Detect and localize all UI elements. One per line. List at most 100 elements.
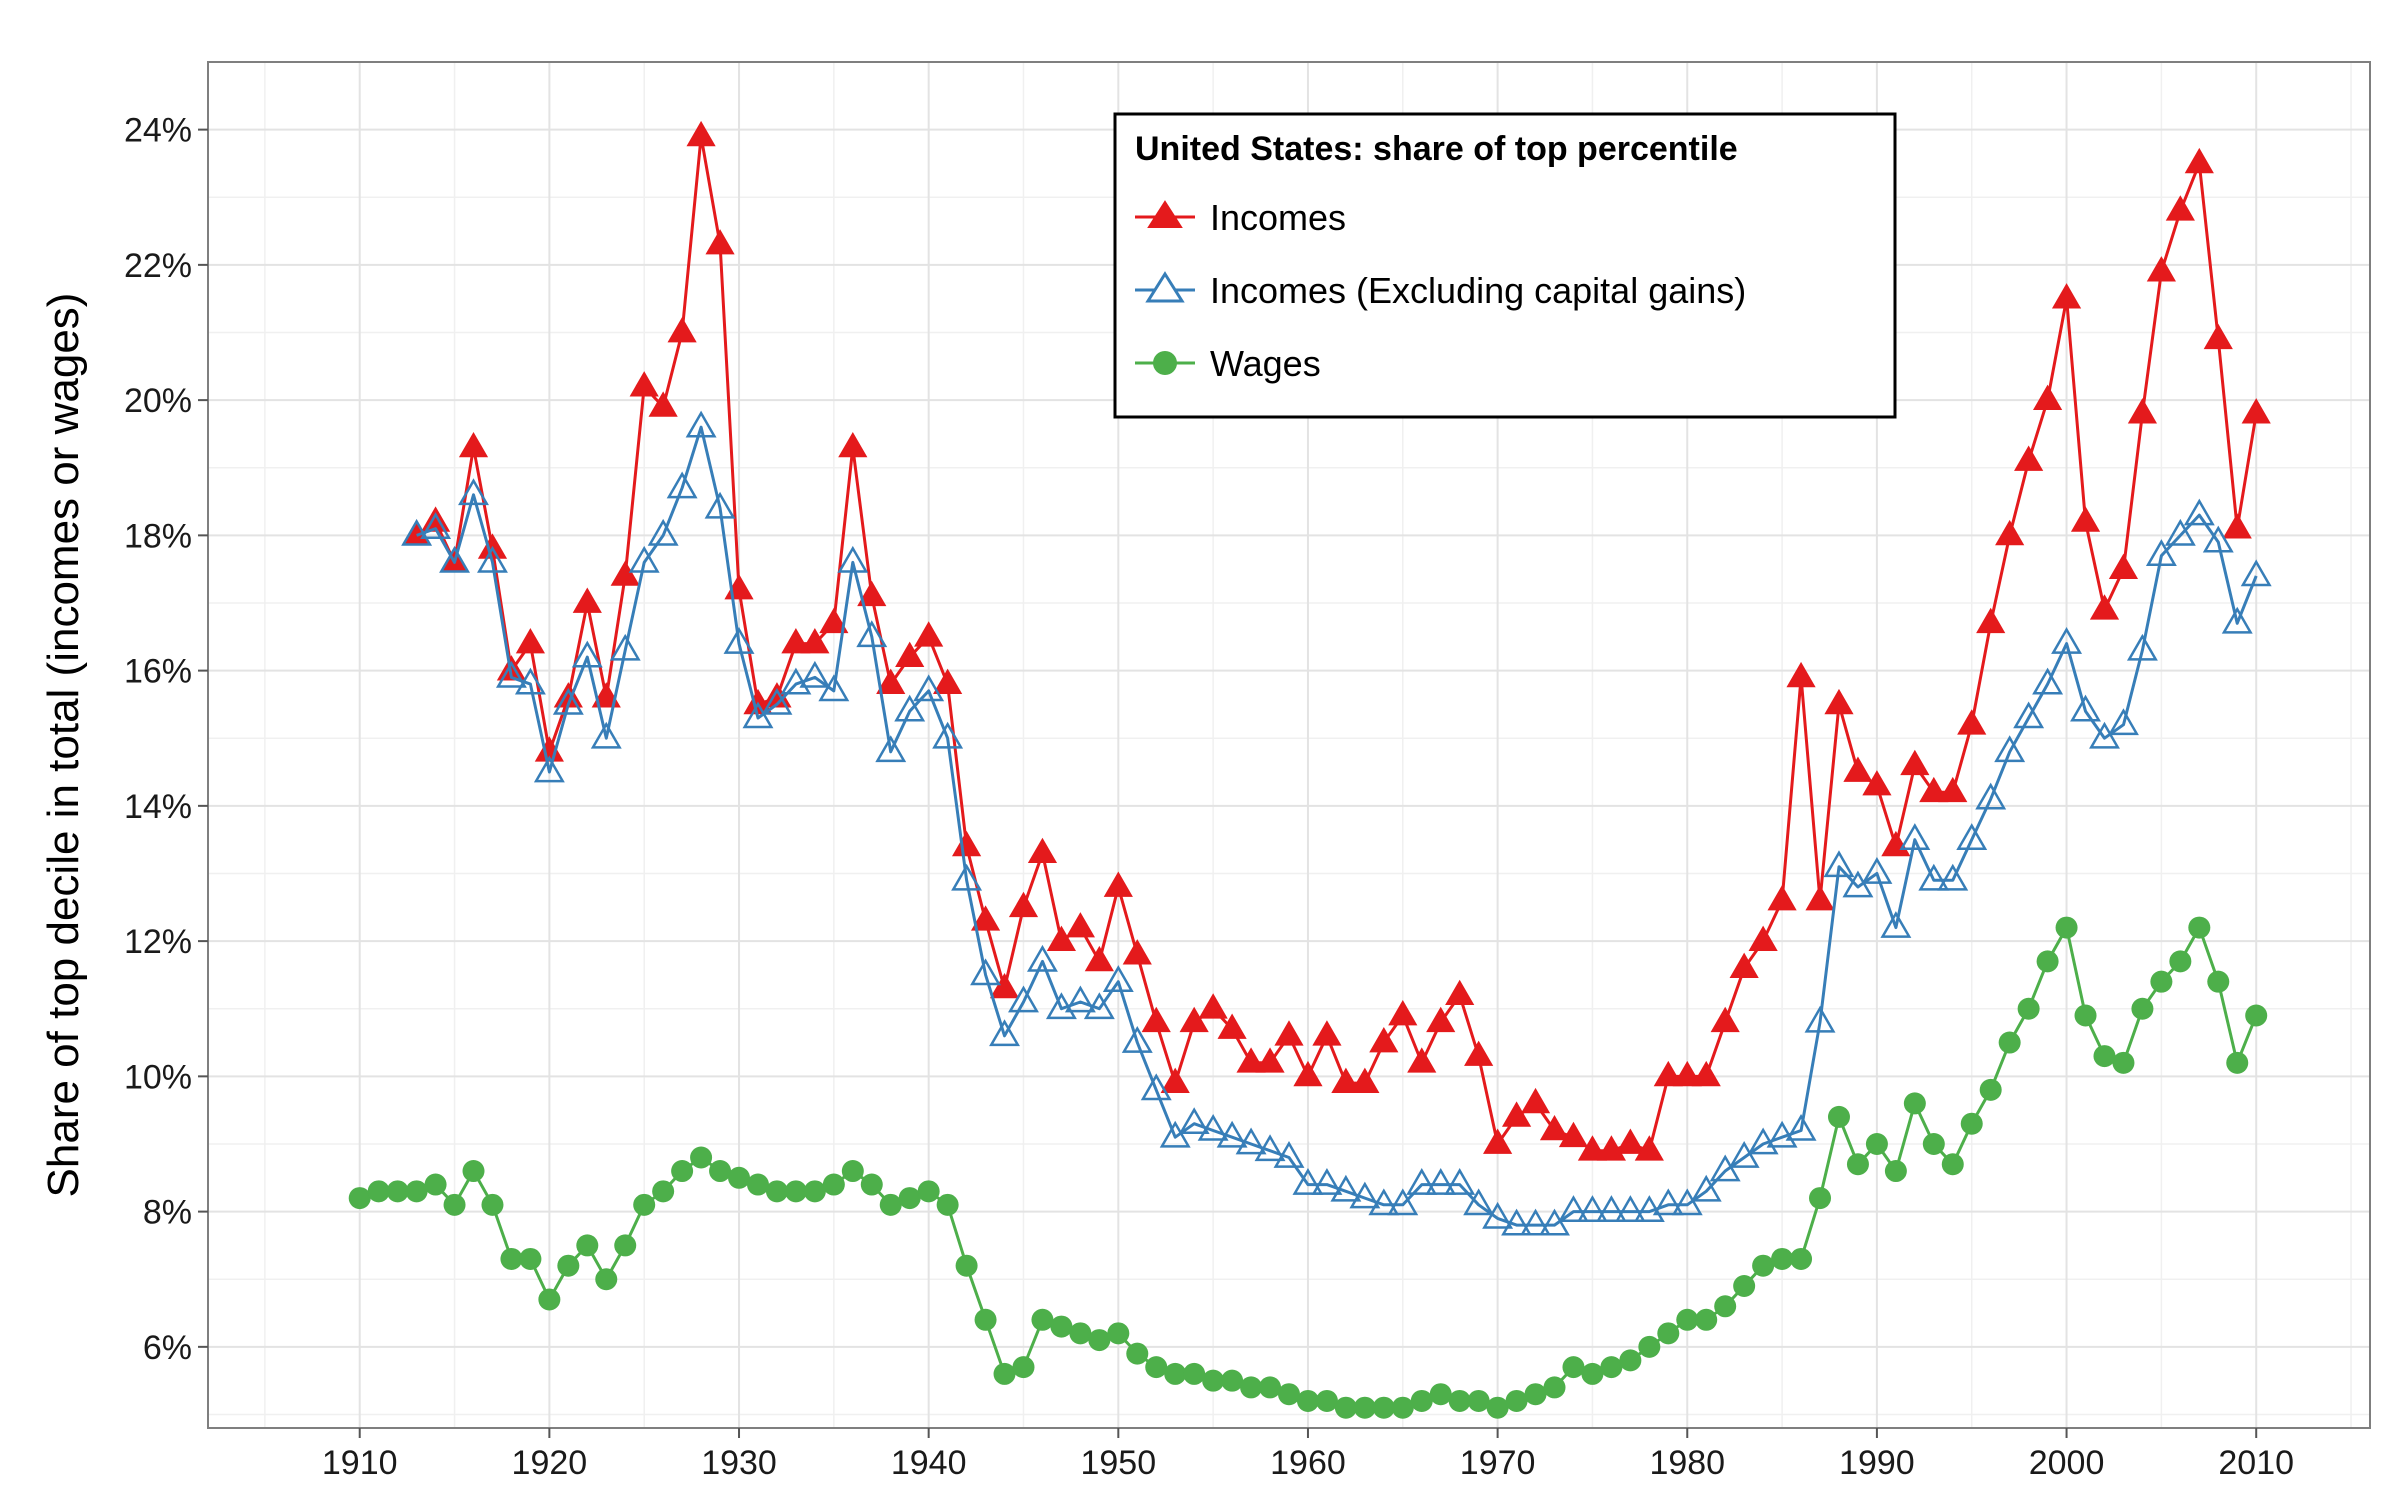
data-point: [1349, 1181, 1381, 1209]
data-point: [1595, 1195, 1627, 1222]
data-point: [1691, 1060, 1721, 1087]
data-point: [1633, 1195, 1665, 1222]
data-point: [2222, 513, 2252, 539]
data-point: [2221, 606, 2253, 634]
data-point: [1464, 1040, 1494, 1066]
data-point: [1426, 1006, 1456, 1033]
y-tick-label: 20%: [124, 382, 192, 420]
data-point: [822, 1173, 845, 1196]
data-point: [1221, 1369, 1244, 1392]
data-point: [1862, 770, 1892, 796]
data-point: [401, 518, 433, 546]
y-tick-label: 18%: [124, 517, 192, 555]
data-point: [780, 667, 812, 695]
data-point: [1145, 1356, 1168, 1379]
data-point: [538, 1288, 561, 1311]
data-point: [458, 431, 489, 458]
legend-label-incomes-excl-cg: Incomes (Excluding capital gains): [1210, 270, 1746, 311]
data-point: [1938, 776, 1968, 803]
data-point: [1031, 1308, 1054, 1331]
legend-label-wages: Wages: [1210, 343, 1321, 384]
data-point: [1501, 1208, 1533, 1236]
x-tick-label: 1990: [1839, 1444, 1915, 1482]
data-point: [1600, 1356, 1623, 1379]
y-tick-label: 12%: [124, 923, 192, 961]
data-point: [1657, 1322, 1680, 1345]
data-point: [420, 512, 452, 539]
data-point: [367, 1180, 390, 1203]
data-point: [1140, 1073, 1172, 1101]
data-point: [1865, 1132, 1888, 1155]
data-point: [1107, 1322, 1130, 1345]
data-point: [1505, 1389, 1528, 1412]
data-point: [614, 1234, 637, 1257]
data-point: [1141, 1006, 1171, 1033]
data-point: [1747, 1127, 1779, 1155]
data-point: [1520, 1087, 1551, 1114]
data-point: [1562, 1356, 1585, 1379]
data-point: [2051, 627, 2083, 654]
data-point: [519, 1247, 542, 1270]
data-point: [1748, 925, 1778, 951]
data-point: [860, 1173, 883, 1196]
data-point: [1121, 1026, 1153, 1053]
data-point: [481, 1193, 504, 1216]
data-point: [1539, 1114, 1570, 1141]
data-point: [2241, 398, 2271, 424]
x-tick-label: 1960: [1270, 1444, 1346, 1482]
data-point: [1576, 1195, 1608, 1222]
data-point: [974, 1308, 997, 1331]
data-point: [1274, 1020, 1304, 1046]
data-point: [500, 1247, 523, 1270]
data-point: [1729, 952, 1759, 979]
data-point: [2036, 950, 2059, 973]
data-point: [1941, 1153, 1964, 1176]
data-point: [1558, 1121, 1589, 1148]
data-point: [1690, 1174, 1722, 1202]
data-point: [951, 863, 983, 891]
data-point: [1483, 1128, 1513, 1154]
data-point: [914, 621, 944, 647]
data-point: [1979, 1078, 2002, 1101]
data-point: [936, 1193, 959, 1216]
data-point: [1026, 944, 1058, 972]
data-point: [803, 1180, 826, 1203]
x-tick-label: 1970: [1460, 1444, 1536, 1482]
x-tick-label: 2000: [2029, 1444, 2105, 1482]
data-point: [1259, 1376, 1282, 1399]
data-point: [2093, 1045, 2116, 1068]
y-tick-label: 22%: [124, 247, 192, 285]
y-tick-label: 14%: [124, 788, 192, 826]
data-point: [761, 687, 793, 715]
legend: United States: share of top percentile I…: [1113, 112, 1897, 419]
data-point: [1672, 1060, 1702, 1087]
data-point: [1084, 945, 1114, 972]
data-point: [1179, 1006, 1209, 1033]
data-point: [765, 1180, 788, 1203]
data-point: [1069, 1322, 1092, 1345]
data-point: [1998, 1031, 2021, 1054]
data-point: [704, 491, 736, 519]
data-point: [800, 628, 830, 654]
data-point: [895, 641, 925, 667]
data-point: [533, 755, 565, 783]
data-point: [913, 674, 945, 702]
y-axis-title: Share of top decile in total (incomes or…: [39, 293, 88, 1198]
data-point: [917, 1180, 940, 1203]
legend-item-wages: Wages: [1135, 343, 1321, 384]
data-point: [955, 1254, 978, 1277]
data-point: [932, 721, 964, 749]
data-point: [1197, 1113, 1229, 1141]
data-point: [1995, 519, 2025, 546]
data-point: [898, 1187, 921, 1210]
data-point: [1785, 1113, 1817, 1141]
series-incomes-excluding-capital-gains: [401, 410, 2272, 1236]
data-point: [2207, 970, 2230, 993]
data-point: [1714, 1295, 1737, 1318]
data-point: [667, 316, 697, 343]
data-point: [1331, 1067, 1361, 1093]
data-point: [1709, 1154, 1741, 1182]
data-point: [2107, 708, 2139, 736]
data-point: [1975, 782, 2007, 810]
data-point: [1710, 1006, 1740, 1033]
